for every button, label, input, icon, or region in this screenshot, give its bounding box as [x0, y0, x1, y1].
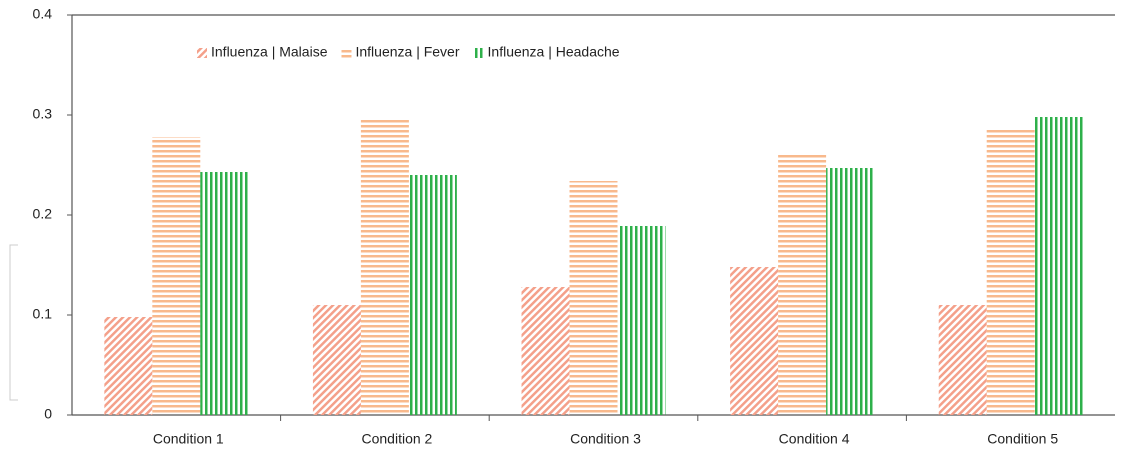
y-tick-label: 0 [44, 406, 52, 422]
bar [360, 118, 409, 415]
legend-label: Influenza | Fever [355, 44, 459, 60]
legend-swatch [473, 48, 484, 58]
legend-swatch [341, 48, 352, 58]
bar [312, 305, 361, 415]
bar [408, 175, 457, 415]
bar [986, 130, 1035, 415]
x-tick-label: Condition 5 [987, 431, 1058, 447]
bar [104, 317, 153, 415]
x-tick-label: Condition 4 [779, 431, 850, 447]
bar [617, 226, 666, 415]
x-tick-label: Condition 3 [570, 431, 641, 447]
legend-swatch [197, 48, 207, 58]
bar [730, 267, 779, 415]
bar [826, 168, 875, 415]
bar [569, 181, 618, 415]
y-tick-label: 0.4 [33, 6, 53, 22]
bar [1034, 117, 1083, 415]
bar [152, 137, 201, 415]
y-tick-label: 0.3 [33, 106, 53, 122]
bar [778, 155, 827, 415]
x-tick-label: Condition 2 [361, 431, 432, 447]
bar [938, 305, 987, 415]
x-tick-label: Condition 1 [153, 431, 224, 447]
legend-label: Influenza | Malaise [211, 44, 328, 60]
y-tick-label: 0.1 [33, 306, 53, 322]
y-tick-label: 0.2 [33, 206, 53, 222]
bar [200, 172, 249, 415]
legend-label: Influenza | Headache [488, 44, 620, 60]
side-bracket [9, 244, 18, 401]
bar [521, 287, 570, 415]
